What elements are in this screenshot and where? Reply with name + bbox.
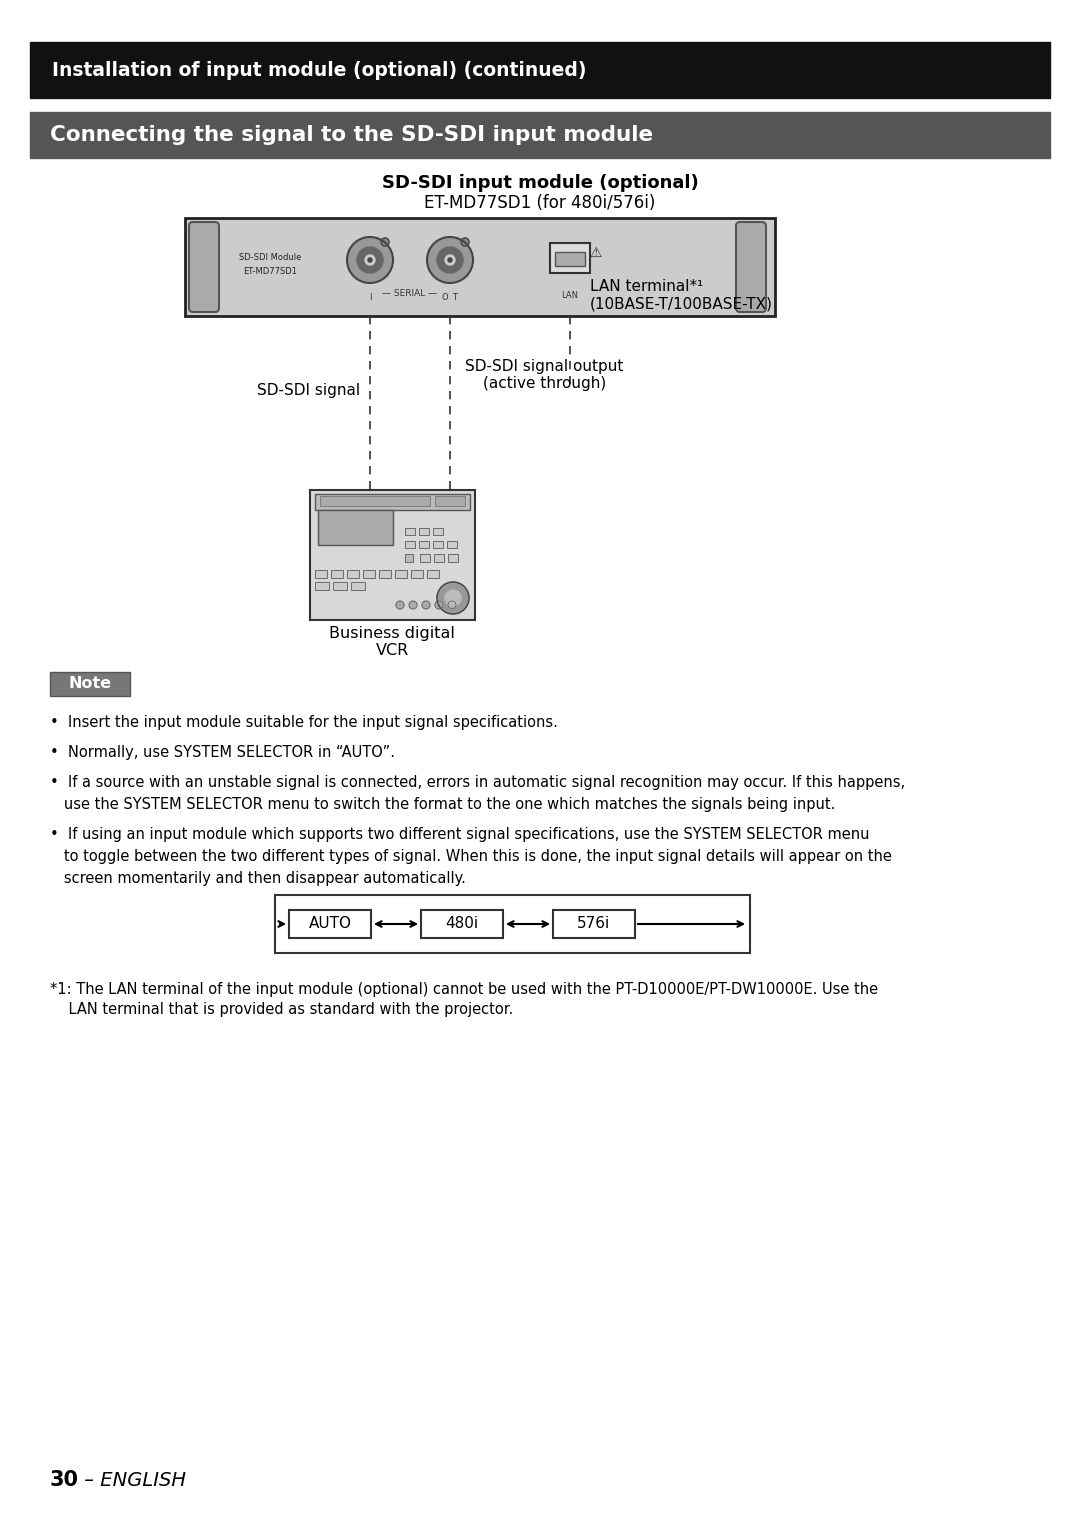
- Bar: [419, 529, 429, 535]
- Circle shape: [422, 601, 430, 609]
- Bar: [420, 554, 430, 562]
- Bar: [315, 494, 470, 511]
- Bar: [379, 570, 391, 579]
- Circle shape: [409, 601, 417, 609]
- Bar: [448, 554, 458, 562]
- Text: •  Insert the input module suitable for the input signal specifications.: • Insert the input module suitable for t…: [50, 715, 558, 730]
- Bar: [395, 570, 407, 579]
- Bar: [315, 570, 327, 579]
- Bar: [555, 251, 585, 267]
- Text: SD-SDI Module: SD-SDI Module: [239, 253, 301, 262]
- Bar: [275, 895, 750, 953]
- Bar: [289, 911, 372, 938]
- Bar: [310, 489, 475, 620]
- Text: to toggle between the two different types of signal. When this is done, the inpu: to toggle between the two different type…: [50, 848, 892, 864]
- Text: •  If a source with an unstable signal is connected, errors in automatic signal : • If a source with an unstable signal is…: [50, 776, 905, 789]
- Bar: [333, 582, 347, 589]
- Text: ET-MD77SD1 (for 480i/576i): ET-MD77SD1 (for 480i/576i): [424, 194, 656, 212]
- Bar: [419, 541, 429, 548]
- Text: LAN terminal*¹
(10BASE-T/100BASE-TX): LAN terminal*¹ (10BASE-T/100BASE-TX): [590, 279, 773, 311]
- Text: T: T: [453, 292, 458, 301]
- Bar: [435, 495, 465, 506]
- Text: LAN: LAN: [562, 291, 579, 300]
- Circle shape: [365, 255, 375, 265]
- Text: use the SYSTEM SELECTOR menu to switch the format to the one which matches the s: use the SYSTEM SELECTOR menu to switch t…: [50, 797, 835, 812]
- Text: ⚠: ⚠: [590, 245, 603, 261]
- Bar: [351, 582, 365, 589]
- Bar: [315, 582, 329, 589]
- Text: SD-SDI signal output
(active through): SD-SDI signal output (active through): [465, 359, 623, 391]
- Text: I: I: [368, 292, 372, 301]
- FancyBboxPatch shape: [189, 223, 219, 312]
- Bar: [347, 570, 359, 579]
- Bar: [318, 511, 393, 545]
- Text: — SERIAL —: — SERIAL —: [382, 288, 437, 297]
- Bar: [434, 554, 444, 562]
- Bar: [553, 911, 635, 938]
- Text: *1: The LAN terminal of the input module (optional) cannot be used with the PT-D: *1: The LAN terminal of the input module…: [50, 982, 878, 997]
- Circle shape: [357, 247, 383, 273]
- Bar: [50, 673, 130, 695]
- Bar: [433, 529, 443, 535]
- Bar: [447, 541, 457, 548]
- FancyBboxPatch shape: [735, 223, 766, 312]
- Text: SD-SDI input module (optional): SD-SDI input module (optional): [381, 174, 699, 192]
- Bar: [421, 911, 503, 938]
- Text: screen momentarily and then disappear automatically.: screen momentarily and then disappear au…: [50, 871, 465, 886]
- Bar: [405, 541, 415, 548]
- Circle shape: [445, 589, 461, 606]
- Circle shape: [448, 258, 453, 262]
- Circle shape: [448, 601, 456, 609]
- Bar: [30, 112, 1050, 158]
- Bar: [30, 42, 1050, 98]
- Text: SD-SDI signal: SD-SDI signal: [257, 382, 360, 397]
- Text: O: O: [442, 292, 448, 301]
- Text: AUTO: AUTO: [309, 917, 351, 932]
- Circle shape: [396, 601, 404, 609]
- Circle shape: [437, 247, 463, 273]
- Bar: [320, 495, 430, 506]
- Text: Note: Note: [68, 677, 111, 691]
- Text: Business digital
VCR: Business digital VCR: [329, 626, 455, 658]
- Circle shape: [445, 255, 455, 265]
- Circle shape: [427, 236, 473, 283]
- Bar: [363, 570, 375, 579]
- Circle shape: [435, 601, 443, 609]
- Bar: [550, 242, 590, 273]
- Circle shape: [437, 582, 469, 614]
- Text: •  If using an input module which supports two different signal specifications, : • If using an input module which support…: [50, 827, 869, 842]
- Text: 30: 30: [50, 1470, 79, 1489]
- Circle shape: [381, 238, 389, 245]
- Circle shape: [347, 236, 393, 283]
- Text: Installation of input module (optional) (continued): Installation of input module (optional) …: [52, 61, 586, 79]
- Bar: [405, 529, 415, 535]
- Bar: [427, 570, 438, 579]
- Text: – ENGLISH: – ENGLISH: [78, 1471, 186, 1489]
- Circle shape: [461, 238, 469, 245]
- Bar: [411, 570, 423, 579]
- Text: 480i: 480i: [445, 917, 478, 932]
- Text: ET-MD77SD1: ET-MD77SD1: [243, 267, 297, 276]
- Text: LAN terminal that is provided as standard with the projector.: LAN terminal that is provided as standar…: [50, 1001, 513, 1017]
- Text: 576i: 576i: [578, 917, 610, 932]
- Text: Connecting the signal to the SD-SDI input module: Connecting the signal to the SD-SDI inpu…: [50, 126, 653, 145]
- Bar: [185, 218, 775, 317]
- Bar: [433, 541, 443, 548]
- Text: •  Normally, use SYSTEM SELECTOR in “AUTO”.: • Normally, use SYSTEM SELECTOR in “AUTO…: [50, 745, 395, 761]
- Circle shape: [368, 258, 372, 262]
- Bar: [330, 570, 343, 579]
- Bar: [405, 554, 413, 562]
